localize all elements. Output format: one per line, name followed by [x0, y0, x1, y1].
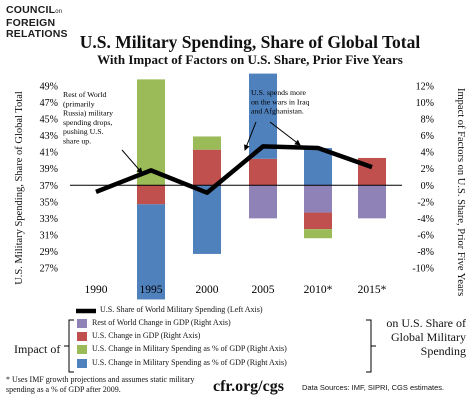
us-share-line [95, 144, 373, 195]
y-tick-right-10: -8% [417, 247, 434, 258]
y-tick-left-0: 49% [40, 82, 58, 93]
annotation-us-wars: U.S. spends more on the wars in Iraq and A… [251, 88, 310, 116]
y-tick-left-2: 45% [40, 115, 58, 126]
y-tick-right-3: 6% [421, 131, 434, 142]
bar-rest-mil-4 [304, 229, 332, 239]
y-tick-right-9: -6% [417, 230, 434, 241]
bar-us-gdp-3 [249, 158, 277, 186]
y-tick-right-6: 0% [421, 181, 434, 192]
y-tick-right-8: -4% [417, 214, 434, 225]
footnote: * Uses IMF growth projections and assume… [6, 375, 195, 394]
x-tick-1: 1995 [140, 284, 163, 296]
on-share-label: on U.S. Share of Global Military Spendin… [386, 316, 466, 358]
cfr-url-link[interactable]: cfr.org/cgs [213, 378, 284, 395]
legend-label-2: U.S. Change in Military Spending as % of… [92, 344, 287, 353]
y-tick-right-5: 2% [421, 164, 434, 175]
x-tick-0: 1990 [85, 284, 108, 296]
bar-us-gdp-1 [137, 185, 165, 205]
chart-subtitle: With Impact of Factors on U.S. Share, Pr… [97, 52, 403, 67]
annotation-rest-of-world: Rest of World (primarily Russia) military s… [63, 90, 113, 146]
legend-swatch-0 [77, 319, 87, 328]
y-tick-right-1: 10% [416, 98, 434, 109]
y-tick-left-8: 33% [40, 214, 58, 225]
bar-rest-gdp-4 [304, 185, 332, 213]
x-tick-2: 2000 [196, 284, 219, 296]
bar-us-gdp-4 [304, 212, 332, 230]
y-tick-left-10: 29% [40, 247, 58, 258]
bar-us-gdp-2 [193, 149, 221, 186]
x-tick-4: 2010* [304, 284, 333, 296]
y-tick-left-5: 39% [40, 164, 58, 175]
chart-title: U.S. Military Spending, Share of Global … [79, 32, 421, 52]
x-tick-3: 2005 [252, 284, 275, 296]
bar-rest-gdp-5 [358, 185, 386, 219]
y-tick-left-7: 35% [40, 197, 58, 208]
impact-label: Impact of [14, 342, 61, 356]
bar-us-mil-1 [137, 204, 165, 300]
bar-us-mil-4 [304, 148, 332, 186]
legend-swatch-1 [77, 332, 87, 341]
y-tick-right-11: -10% [412, 264, 434, 275]
legend-bracket-left [64, 319, 74, 373]
y-tick-left-3: 43% [40, 131, 58, 142]
bar-rest-mil-2 [193, 136, 221, 150]
legend-label-1: U.S. Change in GDP (Right Axis) [92, 331, 201, 340]
y-tick-left-6: 37% [40, 181, 58, 192]
cfr-logo: COUNCILon FOREIGN RELATIONS [6, 5, 76, 40]
logo-line1: COUNCIL [6, 4, 56, 16]
y-tick-right-4: 4% [421, 148, 434, 159]
y-tick-left-11: 27% [40, 264, 58, 275]
annotation-arrow-2 [244, 121, 257, 151]
legend-line-label: U.S. Share of World Military Spending (L… [100, 305, 263, 314]
logo-line3: RELATIONS [6, 28, 68, 40]
x-tick-5: 2015* [358, 284, 387, 296]
legend-swatch-3 [77, 359, 87, 368]
legend-label-0: Rest of World Change in GDP (Right Axis) [92, 318, 231, 327]
legend-swatch-2 [77, 345, 87, 354]
annotation-arrow-3 [269, 121, 301, 146]
y-tick-right-7: -2% [417, 197, 434, 208]
legend-label-3: U.S. Change in Military Spending as % of… [92, 358, 287, 367]
y-tick-left-1: 47% [40, 98, 58, 109]
bar-rest-gdp-3 [249, 185, 277, 219]
data-sources: Data Sources: IMF, SIPRI, CGS estimates. [302, 383, 445, 392]
bar-us-mil-2 [193, 185, 221, 254]
logo-line2: FOREIGN [6, 17, 56, 29]
annotation-arrow-1 [121, 149, 143, 174]
logo-line1-small: on [55, 9, 62, 15]
y-tick-left-9: 31% [40, 230, 58, 241]
y-tick-right-2: 8% [421, 115, 434, 126]
y-tick-right-0: 12% [416, 82, 434, 93]
legend-bracket-right [366, 319, 376, 373]
y-tick-left-4: 41% [40, 148, 58, 159]
